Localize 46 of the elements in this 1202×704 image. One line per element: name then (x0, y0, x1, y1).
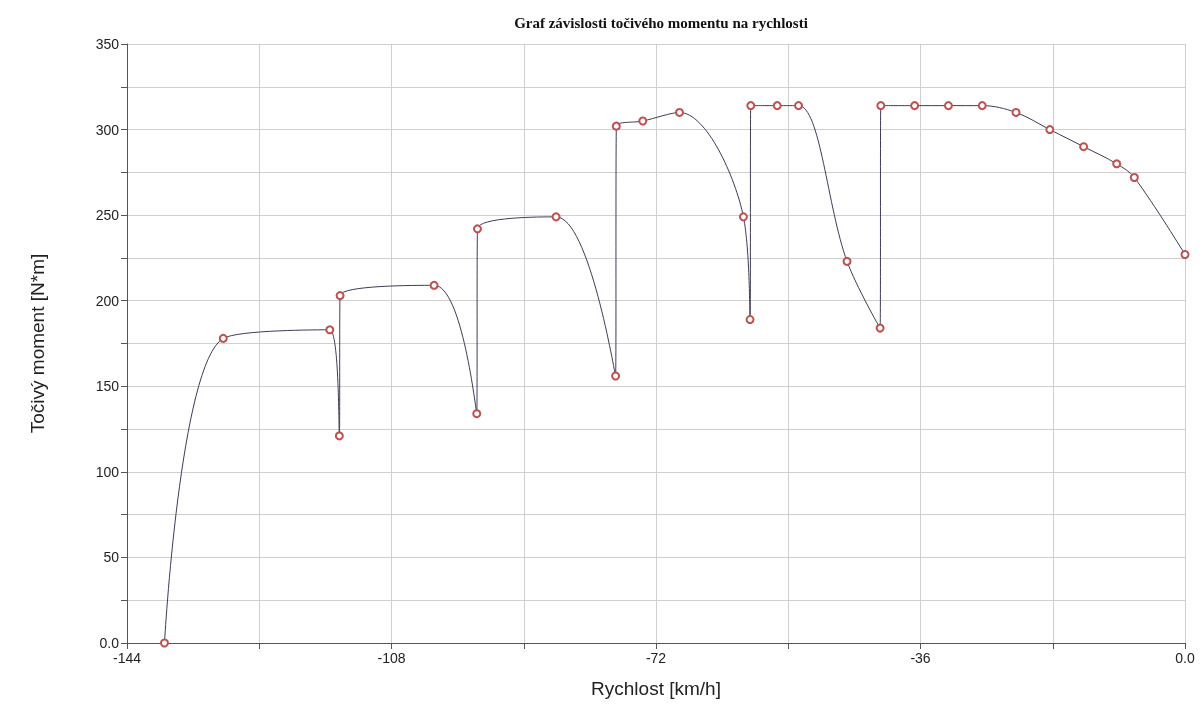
point (745, 315, 755, 325)
point (159, 638, 169, 648)
point (738, 212, 748, 222)
y-tick-label: 200 (95, 292, 120, 309)
y-axis-title: Točivý moment [N*m] (27, 253, 48, 434)
point (472, 224, 482, 234)
point (334, 431, 344, 441)
x-tick-label: -36 (910, 650, 931, 666)
x-axis-title: Rychlost [km/h] (591, 678, 721, 699)
point (1045, 125, 1055, 135)
y-tick-label: 350 (95, 36, 120, 52)
point (335, 291, 345, 301)
point (675, 107, 685, 117)
x-tick-label: -144 (112, 650, 142, 666)
point (876, 101, 886, 111)
point (429, 280, 439, 290)
point (1011, 107, 1021, 117)
chart-title: Graf závislosti točivého momentu na rychlosti (514, 14, 808, 31)
point (472, 409, 482, 419)
point (977, 101, 987, 111)
point (746, 101, 756, 111)
y-tick-label: 0.0 (99, 635, 120, 651)
point (325, 325, 335, 335)
point (638, 116, 648, 126)
y-tick-label: 50 (103, 549, 120, 566)
point (1079, 142, 1089, 152)
point (218, 333, 228, 343)
point (910, 101, 920, 111)
point (611, 371, 621, 381)
point (1180, 250, 1190, 259)
point (551, 212, 561, 222)
x-tick-label: 0.0 (1175, 650, 1195, 666)
point (1129, 172, 1139, 182)
y-tick-label: 250 (95, 207, 120, 224)
point (611, 121, 621, 131)
point (875, 323, 885, 333)
y-tick-label: 300 (95, 121, 120, 138)
point (943, 101, 953, 111)
point (794, 101, 804, 111)
point (772, 101, 782, 111)
point (1112, 159, 1122, 169)
y-tick-label: 150 (95, 378, 120, 395)
x-tick-label: -72 (645, 650, 667, 666)
y-tick-label: 100 (95, 463, 120, 480)
point (842, 256, 852, 266)
x-tick-label: -108 (377, 650, 406, 666)
